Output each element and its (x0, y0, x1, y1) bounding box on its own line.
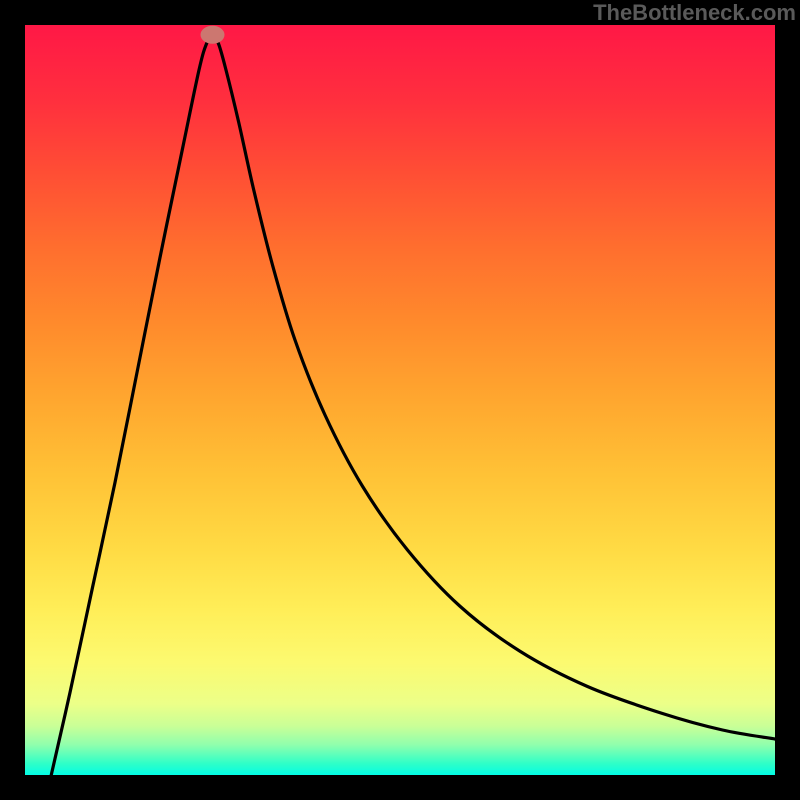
minimum-marker (201, 26, 225, 44)
chart-container: TheBottleneck.com (0, 0, 800, 800)
curve-layer (25, 25, 775, 775)
plot-area (25, 25, 775, 775)
attribution-text: TheBottleneck.com (593, 0, 796, 26)
bottleneck-curve (51, 36, 775, 775)
